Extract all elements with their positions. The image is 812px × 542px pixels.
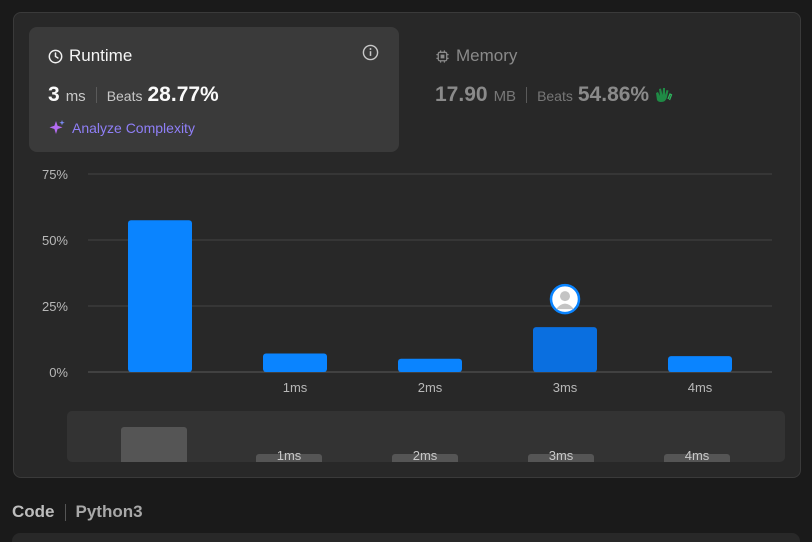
- runtime-card[interactable]: Runtime 3 ms Beats 28.77% Analyze Comple…: [29, 27, 399, 152]
- range-bar-label: 3ms: [549, 448, 574, 462]
- bar-current: [533, 327, 597, 372]
- analyze-complexity-label: Analyze Complexity: [72, 120, 195, 136]
- y-tick-label: 75%: [42, 167, 68, 182]
- memory-beats-value: 54.86%: [577, 83, 650, 106]
- runtime-title: Runtime: [48, 46, 132, 66]
- y-tick-label: 50%: [42, 233, 68, 248]
- clock-icon: [48, 49, 63, 63]
- avatar-body: [556, 303, 574, 310]
- range-bar: [664, 454, 730, 462]
- memory-card[interactable]: Memory 17.90 MB Beats 54.86%: [433, 27, 763, 152]
- range-selector[interactable]: 1ms 2ms 3ms 4ms: [67, 411, 785, 462]
- metric-divider: [95, 87, 97, 103]
- range-selector-bars: 1ms 2ms 3ms 4ms: [121, 427, 730, 462]
- y-tick-label: 0%: [49, 365, 68, 380]
- memory-title: Memory: [435, 46, 517, 66]
- x-tick-label: 1ms: [283, 380, 308, 395]
- memory-value: 17.90: [435, 83, 488, 106]
- code-label: Code: [12, 502, 55, 521]
- memory-beats-label: Beats: [537, 88, 573, 104]
- bar: [128, 220, 192, 372]
- runtime-distribution-chart: 0% 25% 50% 75% 1ms 2ms 3ms 4ms: [42, 167, 772, 395]
- memory-metrics: 17.90 MB Beats 54.86%: [435, 83, 673, 107]
- range-bar: [392, 454, 458, 462]
- x-tick-label: 2ms: [418, 380, 443, 395]
- y-tick-label: 25%: [42, 299, 68, 314]
- runtime-metrics: 3 ms Beats 28.77%: [48, 83, 219, 107]
- bar: [398, 358, 462, 372]
- range-bar-label: 1ms: [277, 448, 302, 462]
- avatar-marker[interactable]: [549, 283, 581, 315]
- code-header: Code Python3: [12, 502, 143, 522]
- runtime-beats-label: Beats: [106, 88, 143, 104]
- range-bar: [528, 454, 594, 462]
- metric-divider: [526, 87, 528, 103]
- bar: [263, 353, 327, 372]
- memory-title-label: Memory: [456, 46, 518, 65]
- code-editor-top: [12, 533, 800, 542]
- chip-icon: [436, 49, 449, 63]
- code-header-divider: [64, 503, 66, 521]
- range-bar-label: 2ms: [413, 448, 438, 462]
- bar: [668, 356, 732, 372]
- range-bar-label: 4ms: [685, 448, 710, 462]
- runtime-unit: ms: [65, 88, 86, 105]
- memory-unit: MB: [493, 88, 517, 105]
- runtime-title-label: Runtime: [69, 46, 133, 65]
- analyze-complexity-link[interactable]: Analyze Complexity: [48, 119, 195, 137]
- range-bar-selected: [121, 427, 187, 462]
- avatar-head: [560, 291, 570, 302]
- runtime-value: 3: [48, 83, 60, 106]
- sparkle-icon: [49, 120, 65, 134]
- x-tick-label: 4ms: [688, 380, 713, 395]
- clap-icon: [656, 88, 673, 102]
- x-tick-label: 3ms: [553, 380, 578, 395]
- code-language: Python3: [75, 502, 143, 521]
- runtime-beats-value: 28.77%: [147, 83, 219, 106]
- range-bar: [256, 454, 322, 462]
- info-icon[interactable]: [362, 44, 379, 61]
